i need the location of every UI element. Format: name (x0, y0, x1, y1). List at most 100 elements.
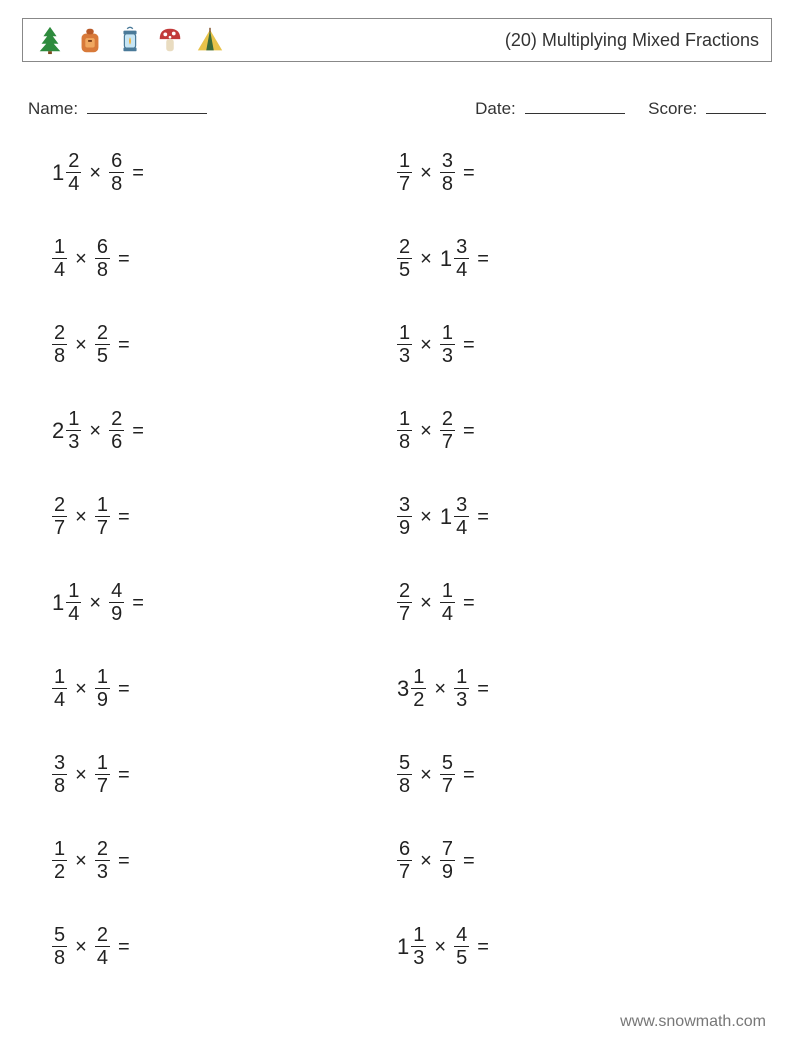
lantern-icon (115, 25, 145, 55)
times-symbol: × (75, 936, 87, 959)
problem: 18×27= (397, 407, 742, 455)
mushroom-icon (155, 25, 185, 55)
fraction: 12 (52, 839, 67, 882)
times-symbol: × (420, 592, 432, 615)
date-label: Date: (475, 99, 516, 118)
fraction: 17 (95, 753, 110, 796)
fraction: 14 (66, 581, 81, 624)
times-symbol: × (89, 420, 101, 443)
equals-symbol: = (463, 334, 475, 357)
numerator: 2 (95, 839, 110, 860)
problem: 114×49= (52, 579, 397, 627)
times-symbol: × (420, 248, 432, 271)
problem: 27×14= (397, 579, 742, 627)
denominator: 4 (440, 602, 455, 624)
times-symbol: × (75, 248, 87, 271)
fraction: 57 (440, 753, 455, 796)
problem: 12×23= (52, 837, 397, 885)
numerator: 3 (52, 753, 67, 774)
numerator: 1 (95, 667, 110, 688)
whole-number: 2 (52, 418, 64, 444)
whole-number: 1 (52, 590, 64, 616)
denominator: 2 (411, 688, 426, 710)
fraction: 17 (95, 495, 110, 538)
equals-symbol: = (118, 678, 130, 701)
fraction: 13 (397, 323, 412, 366)
times-symbol: × (75, 506, 87, 529)
backpack-icon (75, 25, 105, 55)
equals-symbol: = (463, 420, 475, 443)
score-label: Score: (648, 99, 697, 118)
times-symbol: × (420, 506, 432, 529)
numerator: 1 (52, 667, 67, 688)
fraction: 79 (440, 839, 455, 882)
numerator: 1 (411, 925, 426, 946)
meta-row: Name: Date: Score: (28, 96, 766, 119)
fraction: 14 (440, 581, 455, 624)
fraction: 13 (454, 667, 469, 710)
denominator: 2 (52, 860, 67, 882)
denominator: 3 (66, 430, 81, 452)
fraction: 14 (52, 237, 67, 280)
problem: 39×134= (397, 493, 742, 541)
times-symbol: × (75, 678, 87, 701)
whole-number: 3 (397, 676, 409, 702)
fraction: 39 (397, 495, 412, 538)
fraction: 34 (454, 237, 469, 280)
denominator: 5 (95, 344, 110, 366)
problem: 124×68= (52, 149, 397, 197)
problem: 213×26= (52, 407, 397, 455)
problem: 67×79= (397, 837, 742, 885)
fraction: 28 (52, 323, 67, 366)
denominator: 5 (397, 258, 412, 280)
denominator: 7 (440, 774, 455, 796)
denominator: 8 (397, 430, 412, 452)
numerator: 1 (95, 753, 110, 774)
equals-symbol: = (132, 162, 144, 185)
fraction: 17 (397, 151, 412, 194)
denominator: 7 (52, 516, 67, 538)
problem: 58×57= (397, 751, 742, 799)
whole-number: 1 (397, 934, 409, 960)
fraction: 24 (66, 151, 81, 194)
date-score-group: Date: Score: (475, 96, 766, 119)
fraction: 58 (397, 753, 412, 796)
fraction: 19 (95, 667, 110, 710)
numerator: 5 (397, 753, 412, 774)
denominator: 4 (52, 258, 67, 280)
fraction: 27 (440, 409, 455, 452)
denominator: 9 (397, 516, 412, 538)
equals-symbol: = (118, 506, 130, 529)
fraction: 12 (411, 667, 426, 710)
equals-symbol: = (132, 420, 144, 443)
fraction: 45 (454, 925, 469, 968)
date-blank[interactable] (525, 96, 625, 114)
icon-row (35, 25, 225, 55)
name-blank[interactable] (87, 96, 207, 114)
times-symbol: × (420, 162, 432, 185)
numerator: 2 (440, 409, 455, 430)
numerator: 2 (397, 237, 412, 258)
numerator: 1 (411, 667, 426, 688)
whole-number: 1 (440, 504, 452, 530)
denominator: 9 (95, 688, 110, 710)
denominator: 3 (440, 344, 455, 366)
equals-symbol: = (477, 506, 489, 529)
worksheet-page: (20) Multiplying Mixed Fractions Name: D… (0, 0, 794, 1053)
problem: 27×17= (52, 493, 397, 541)
score-blank[interactable] (706, 96, 766, 114)
equals-symbol: = (132, 592, 144, 615)
problem: 312×13= (397, 665, 742, 713)
denominator: 4 (66, 172, 81, 194)
equals-symbol: = (118, 850, 130, 873)
denominator: 6 (109, 430, 124, 452)
problem: 38×17= (52, 751, 397, 799)
problem: 25×134= (397, 235, 742, 283)
denominator: 7 (397, 172, 412, 194)
whole-number: 1 (52, 160, 64, 186)
fraction: 38 (440, 151, 455, 194)
times-symbol: × (434, 678, 446, 701)
numerator: 1 (397, 409, 412, 430)
equals-symbol: = (463, 850, 475, 873)
numerator: 4 (109, 581, 124, 602)
